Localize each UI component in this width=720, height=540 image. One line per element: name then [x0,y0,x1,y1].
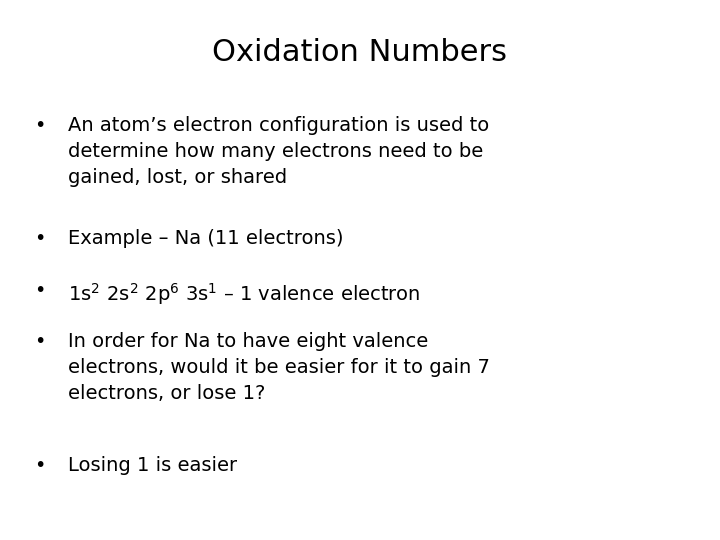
Text: •: • [34,230,45,248]
Text: Losing 1 is easier: Losing 1 is easier [68,456,238,475]
Text: An atom’s electron configuration is used to
determine how many electrons need to: An atom’s electron configuration is used… [68,116,490,187]
Text: Oxidation Numbers: Oxidation Numbers [212,38,508,67]
Text: •: • [34,332,45,351]
Text: Example – Na (11 electrons): Example – Na (11 electrons) [68,230,344,248]
Text: •: • [34,116,45,135]
Text: •: • [34,281,45,300]
Text: •: • [34,456,45,475]
Text: In order for Na to have eight valence
electrons, would it be easier for it to ga: In order for Na to have eight valence el… [68,332,490,403]
Text: $\mathregular{1s^2\ 2s^2\ 2p^6\ 3s^1}$ – 1 valence electron: $\mathregular{1s^2\ 2s^2\ 2p^6\ 3s^1}$ –… [68,281,421,307]
